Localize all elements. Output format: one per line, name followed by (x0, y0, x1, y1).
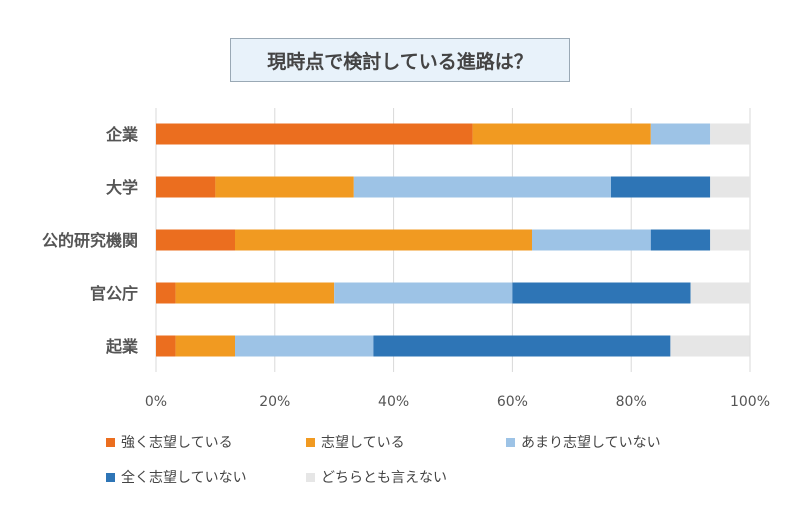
x-tick-label: 40% (378, 394, 409, 410)
bar-segment (175, 282, 335, 304)
legend-label: 全く志望していない (121, 470, 247, 486)
category-label: 起業 (105, 337, 139, 356)
category-label: 官公庁 (90, 284, 138, 303)
bar-segment (611, 176, 711, 198)
bar-segment (156, 123, 473, 145)
x-tick-label: 100% (730, 394, 770, 410)
bar-segment (472, 123, 651, 145)
legend-swatch (106, 472, 115, 482)
category-label: 大学 (106, 178, 138, 197)
legend-swatch (306, 472, 315, 482)
bar-segment (710, 229, 750, 251)
bar-segment (156, 176, 216, 198)
x-tick-label: 80% (616, 394, 647, 410)
x-tick-label: 0% (145, 394, 167, 410)
x-tick-label: 20% (259, 394, 290, 410)
category-label: 公的研究機関 (42, 231, 138, 250)
bar-segment (650, 123, 711, 145)
legend-swatch (306, 437, 315, 447)
chart-title: 現時点で検討している進路は？ (230, 38, 570, 82)
legend-item: 志望している (306, 432, 405, 452)
legend-label: あまり志望していない (521, 435, 661, 451)
bar-segment (690, 282, 750, 304)
bar-segment (175, 335, 236, 357)
bar-segment (334, 282, 513, 304)
legend-swatch (106, 437, 115, 447)
category-label: 企業 (105, 125, 139, 144)
legend-swatch (506, 437, 515, 447)
bar-segment (710, 176, 750, 198)
legend-item: 全く志望していない (106, 467, 247, 487)
bar-segment (373, 335, 671, 357)
bar-segment (353, 176, 612, 198)
bar-segment (156, 335, 176, 357)
bar-segment (532, 229, 651, 251)
bar-segment (235, 229, 533, 251)
bar-segment (670, 335, 750, 357)
bar-segment (235, 335, 374, 357)
bar-segment (156, 282, 176, 304)
legend-label: 志望している (321, 435, 405, 451)
x-tick-label: 60% (497, 394, 528, 410)
bar-segment (710, 123, 750, 145)
legend-item: あまり志望していない (506, 432, 661, 452)
bar-segment (512, 282, 691, 304)
legend-item: どちらとも言えない (306, 467, 447, 487)
bar-segment (215, 176, 354, 198)
bar-segment (650, 229, 711, 251)
legend-label: 強く志望している (121, 435, 233, 451)
bar-segment (156, 229, 236, 251)
legend-label: どちらとも言えない (321, 470, 447, 486)
legend-item: 強く志望している (106, 432, 233, 452)
